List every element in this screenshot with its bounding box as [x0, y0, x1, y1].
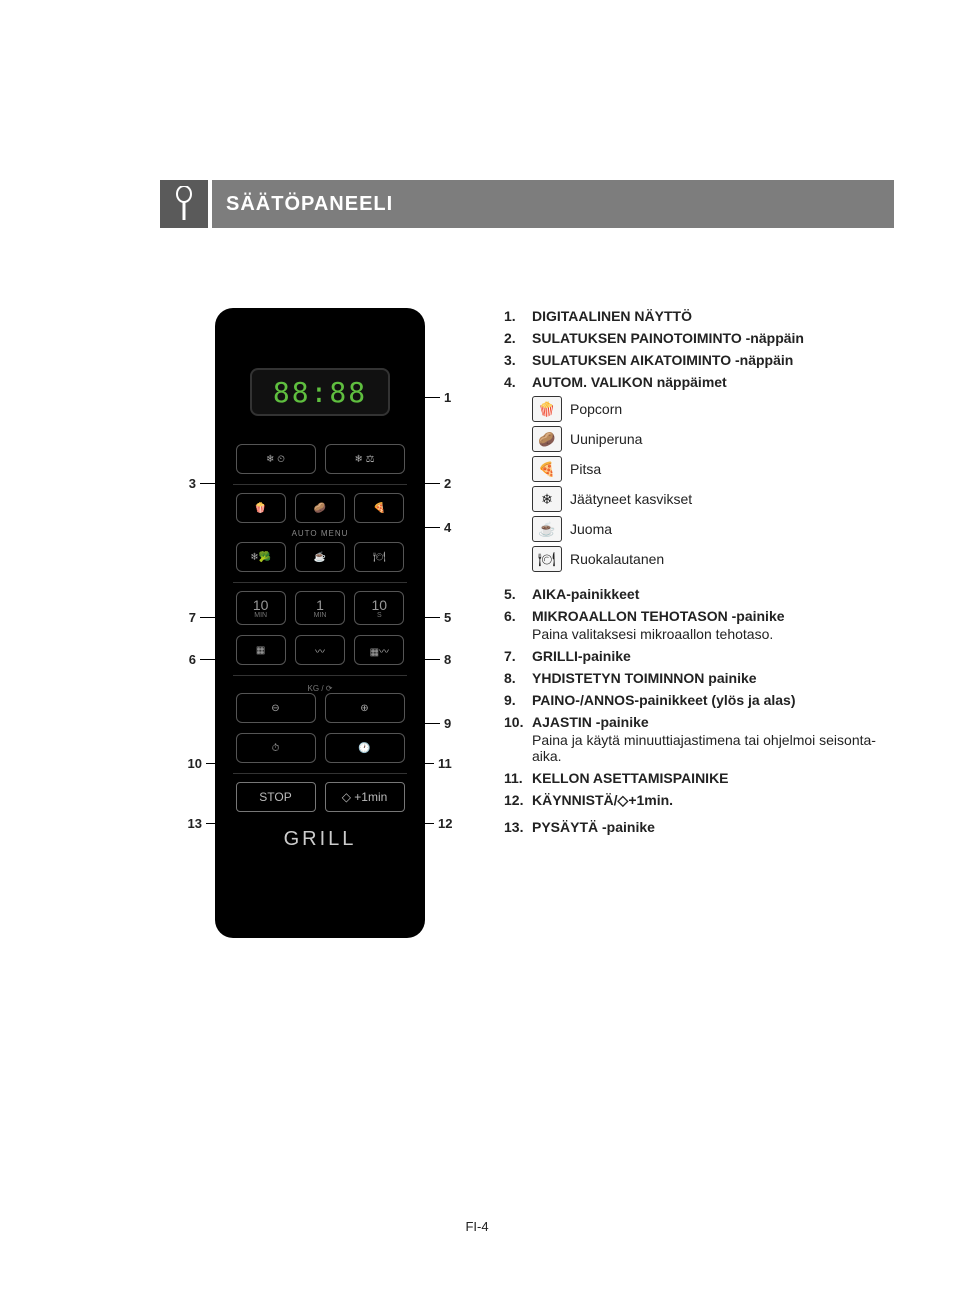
callout-1: 1 [410, 390, 455, 405]
kg-label: KG / ⟳ [231, 684, 409, 693]
timer-button[interactable]: ⏱ [236, 733, 316, 763]
weight-down[interactable]: ⊖ [236, 693, 316, 723]
menu-icon-label: Pitsa [570, 461, 601, 477]
callout-8: 8 [410, 652, 455, 667]
menu-icon-row: 🍿 Popcorn [532, 396, 894, 422]
list-item: 13.PYSÄYTÄ -painike [504, 819, 894, 835]
grill-brand-label: GRILL [231, 828, 409, 851]
menu-icon-label: Ruokalautanen [570, 551, 664, 567]
page: SÄÄTÖPANEELI 88:88 ❄ ⏲ ❄ ⚖ 🍿 🥔 [0, 0, 954, 938]
plate-icon: 🍽 [532, 546, 562, 572]
time-10s[interactable]: 10S [354, 591, 404, 625]
weight-up[interactable]: ⊕ [325, 693, 405, 723]
display-text: 88:88 [273, 376, 367, 409]
list-item: 10.AJASTIN -painikePaina ja käytä minuut… [504, 714, 894, 764]
combi-button[interactable]: ▦〰 [354, 635, 404, 665]
automenu-plate[interactable]: 🍽 [354, 542, 404, 572]
defrost-weight-button[interactable]: ❄ ⚖ [325, 444, 405, 474]
list-item: 1.DIGITAALINEN NÄYTTÖ [504, 308, 894, 324]
stopstart-row: STOP ◇ +1min [231, 782, 409, 812]
list-item: 8.YHDISTETYN TOIMINNON painike [504, 670, 894, 686]
digital-display: 88:88 [250, 368, 390, 416]
callout-3: 3 [185, 476, 230, 491]
menu-icon-row: ❄ Jäätyneet kasvikset [532, 486, 894, 512]
callout-6: 6 [185, 652, 230, 667]
beverage-icon: ☕ [532, 516, 562, 542]
automenu-legend: 🍿 Popcorn 🥔 Uuniperuna 🍕 Pitsa ❄ Jäätyneet k… [532, 396, 894, 572]
separator [233, 484, 407, 485]
automenu-potato[interactable]: 🥔 [295, 493, 345, 523]
automenu-label: AUTO MENU [231, 529, 409, 538]
timer-row: ⏱ 🕐 [231, 733, 409, 763]
list-item: 4.AUTOM. VALIKON näppäimet [504, 374, 894, 390]
menu-icon-row: 🍕 Pitsa [532, 456, 894, 482]
callout-10: 10 [184, 756, 230, 771]
time-row: 10MIN 1MIN 10S [231, 591, 409, 625]
time-10min[interactable]: 10MIN [236, 591, 286, 625]
menu-icon-row: ☕ Juoma [532, 516, 894, 542]
automenu-row1: 🍿 🥔 🍕 [231, 493, 409, 523]
callout-13: 13 [184, 816, 230, 831]
panel-column: 88:88 ❄ ⏲ ❄ ⚖ 🍿 🥔 🍕 AUTO MENU ❄🥦 [160, 268, 480, 938]
automenu-veg[interactable]: ❄🥦 [236, 542, 286, 572]
grill-button[interactable]: ▦ [236, 635, 286, 665]
start-button[interactable]: ◇ +1min [325, 782, 405, 812]
panel-wrap: 88:88 ❄ ⏲ ❄ ⚖ 🍿 🥔 🍕 AUTO MENU ❄🥦 [160, 308, 480, 938]
automenu-beverage[interactable]: ☕ [295, 542, 345, 572]
separator [233, 773, 407, 774]
callout-9: 9 [410, 716, 455, 731]
frozen-veg-icon: ❄ [532, 486, 562, 512]
menu-icon-label: Jäätyneet kasvikset [570, 491, 692, 507]
list-item: 12.KÄYNNISTÄ/◇+1min. [504, 792, 894, 809]
list-item: 7.GRILLI-painike [504, 648, 894, 664]
defrost-time-button[interactable]: ❄ ⏲ [236, 444, 316, 474]
separator [233, 582, 407, 583]
page-title: SÄÄTÖPANEELI [212, 180, 894, 228]
pizza-icon: 🍕 [532, 456, 562, 482]
callout-12: 12 [410, 816, 456, 831]
content: 88:88 ❄ ⏲ ❄ ⚖ 🍿 🥔 🍕 AUTO MENU ❄🥦 [160, 268, 894, 938]
control-panel: 88:88 ❄ ⏲ ❄ ⚖ 🍿 🥔 🍕 AUTO MENU ❄🥦 [215, 308, 425, 938]
defrost-row: ❄ ⏲ ❄ ⚖ [231, 444, 409, 474]
separator [233, 675, 407, 676]
legend-column: 1.DIGITAALINEN NÄYTTÖ 2.SULATUKSEN PAINO… [504, 268, 894, 938]
list-item: 9.PAINO-/ANNOS-painikkeet (ylös ja alas) [504, 692, 894, 708]
menu-icon-label: Uuniperuna [570, 431, 642, 447]
callout-4: 4 [410, 520, 455, 535]
automenu-popcorn[interactable]: 🍿 [236, 493, 286, 523]
weight-row: ⊖ ⊕ [231, 693, 409, 723]
automenu-row2: ❄🥦 ☕ 🍽 [231, 542, 409, 572]
potato-icon: 🥔 [532, 426, 562, 452]
popcorn-icon: 🍿 [532, 396, 562, 422]
spoon-icon [160, 180, 208, 228]
list-item: 3.SULATUKSEN AIKATOIMINTO -näppäin [504, 352, 894, 368]
menu-icon-row: 🥔 Uuniperuna [532, 426, 894, 452]
callout-2: 2 [410, 476, 455, 491]
header-row: SÄÄTÖPANEELI [160, 180, 894, 228]
list-item: 6.MIKROAALLON TEHOTASON -painikePaina va… [504, 608, 894, 642]
menu-icon-label: Juoma [570, 521, 612, 537]
clock-button[interactable]: 🕐 [325, 733, 405, 763]
callout-7: 7 [185, 610, 230, 625]
automenu-pizza[interactable]: 🍕 [354, 493, 404, 523]
power-row: ▦ 〰 ▦〰 [231, 635, 409, 665]
page-number: FI-4 [0, 1219, 954, 1234]
callout-11: 11 [410, 756, 456, 771]
stop-button[interactable]: STOP [236, 782, 316, 812]
legend-list-bottom: 5.AIKA-painikkeet 6.MIKROAALLON TEHOTASO… [504, 586, 894, 835]
menu-icon-label: Popcorn [570, 401, 622, 417]
list-item: 5.AIKA-painikkeet [504, 586, 894, 602]
list-item: 11.KELLON ASETTAMISPAINIKE [504, 770, 894, 786]
menu-icon-row: 🍽 Ruokalautanen [532, 546, 894, 572]
list-item: 2.SULATUKSEN PAINOTOIMINTO -näppäin [504, 330, 894, 346]
micro-button[interactable]: 〰 [295, 635, 345, 665]
legend-list-top: 1.DIGITAALINEN NÄYTTÖ 2.SULATUKSEN PAINO… [504, 308, 894, 390]
time-1min[interactable]: 1MIN [295, 591, 345, 625]
callout-5: 5 [410, 610, 455, 625]
